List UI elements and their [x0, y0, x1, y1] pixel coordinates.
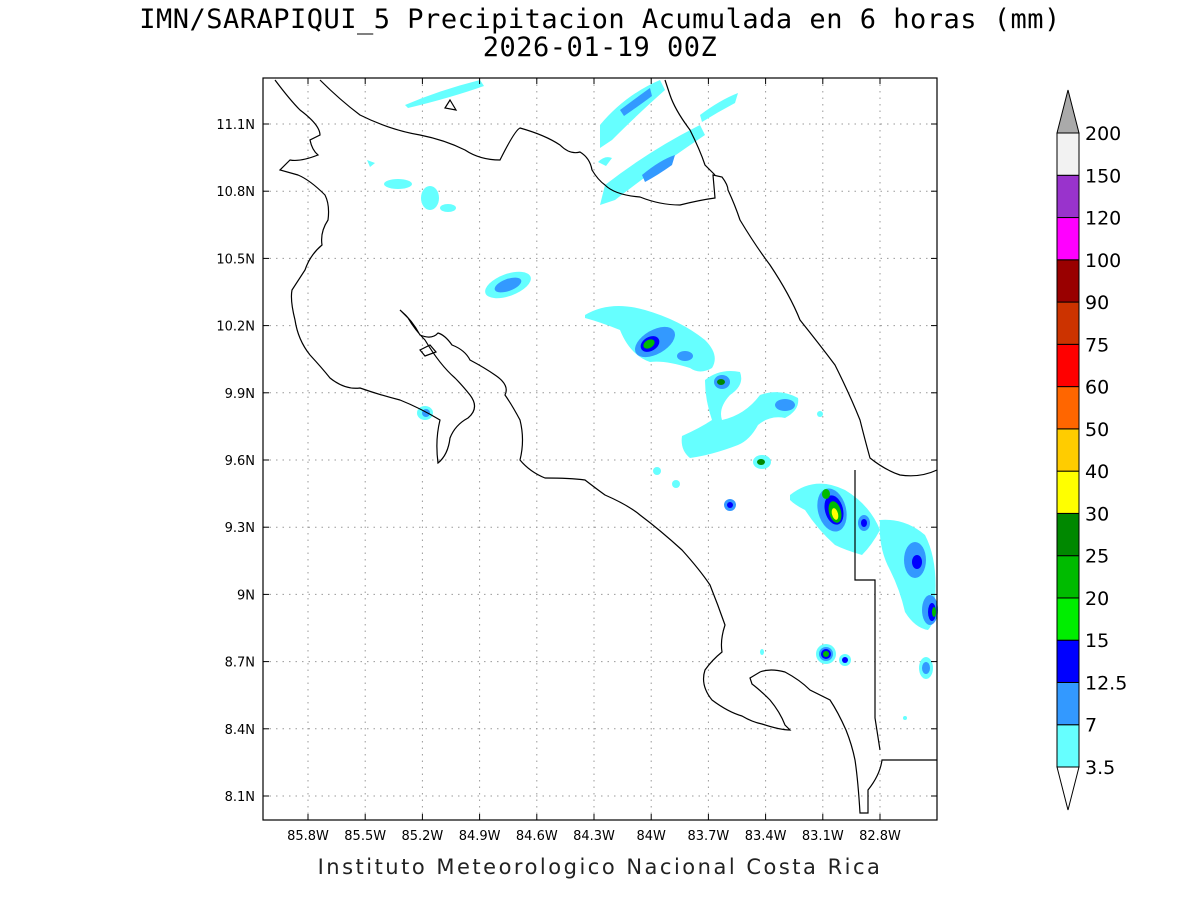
- rain-cell: [384, 179, 412, 189]
- rain-cell: [822, 489, 830, 499]
- rain-cell: [677, 351, 693, 361]
- lon-tick-label: 84.3W: [573, 829, 615, 844]
- coastline: [274, 79, 938, 814]
- colorbar-label: 150: [1085, 165, 1121, 187]
- colorbar-swatch: [1056, 259, 1080, 303]
- rain-cell: [922, 662, 930, 674]
- rain-cell: [903, 716, 907, 720]
- rain-cell: [727, 502, 733, 508]
- colorbar-swatch: [1056, 343, 1080, 388]
- lat-tick-label: 10.5N: [216, 252, 255, 267]
- colorbar-swatch: [1056, 724, 1080, 768]
- lon-tick-label: 85.5W: [344, 829, 386, 844]
- colorbar-label: 100: [1085, 250, 1121, 272]
- lon-tick-label: 85.2W: [401, 829, 443, 844]
- colorbar-label: 12.5: [1085, 672, 1127, 694]
- colorbar-label: 200: [1085, 123, 1121, 145]
- rain-band: [598, 157, 612, 166]
- colorbar-label: 3.5: [1085, 757, 1115, 779]
- lat-tick-label: 9N: [237, 588, 255, 603]
- colorbar-label: 75: [1085, 334, 1109, 356]
- rain-cell: [757, 459, 765, 465]
- rain-cell: [932, 607, 936, 617]
- colorbar-swatch: [1056, 301, 1080, 345]
- rain-cell: [672, 480, 680, 488]
- colorbar-label: 90: [1085, 292, 1109, 314]
- rain-cell: [831, 508, 839, 520]
- map-datetime: 2026-01-19 00Z: [482, 32, 718, 63]
- colorbar-swatch: [1056, 428, 1080, 472]
- colorbar-label: 20: [1085, 588, 1109, 610]
- map-title: IMN/SARAPIQUI_5 Precipitacion Acumulada …: [139, 4, 1061, 35]
- lat-tick-label: 8.7N: [225, 656, 255, 671]
- rain-cell: [842, 657, 848, 663]
- colorbar-label: 50: [1085, 419, 1109, 441]
- rain-band: [700, 93, 738, 122]
- lon-tick-label: 82.8W: [859, 829, 901, 844]
- rain-cell: [494, 277, 522, 293]
- rain-cell: [912, 555, 922, 569]
- colorbar-swatch: [1056, 555, 1080, 599]
- colorbar-swatch: [1056, 132, 1080, 176]
- colorbar-label: 40: [1085, 461, 1109, 483]
- rain-cell: [823, 651, 829, 657]
- colorbar-label: 25: [1085, 546, 1109, 568]
- rain-band: [681, 371, 799, 458]
- colorbar-swatch: [1056, 470, 1080, 514]
- colorbar-swatch: [1056, 512, 1080, 557]
- lat-tick-label: 8.4N: [225, 723, 255, 738]
- map-frame: [262, 77, 938, 821]
- colorbar: 3.5 7 12.5 15 20 25 30 40 50 60 75 90 100 120 150 200: [1056, 89, 1127, 811]
- lat-tick-label: 9.9N: [225, 387, 255, 402]
- colorbar-upper-arrow: [1056, 89, 1080, 134]
- colorbar-label: 30: [1085, 503, 1109, 525]
- lon-tick-label: 83.4W: [745, 829, 787, 844]
- lat-tick-label: 10.8N: [216, 185, 255, 200]
- rain-band: [600, 80, 665, 148]
- lat-tick-label: 8.1N: [225, 790, 255, 805]
- rain-cell: [817, 411, 823, 417]
- rain-cell: [440, 204, 456, 212]
- lon-tick-label: 84W: [636, 829, 666, 844]
- rain-band: [620, 88, 652, 116]
- colorbar-label: 15: [1085, 630, 1109, 652]
- rain-band: [367, 160, 375, 167]
- lat-tick-label: 9.6N: [225, 454, 255, 469]
- colorbar-swatch: [1056, 217, 1080, 261]
- precipitation-field: [367, 80, 938, 720]
- rain-cell: [643, 339, 655, 349]
- lon-tick-label: 84.9W: [459, 829, 501, 844]
- colorbar-swatch: [1056, 597, 1080, 641]
- colorbar-swatch: [1056, 639, 1080, 683]
- lon-tick-label: 85.8W: [287, 829, 329, 844]
- rain-band: [642, 155, 675, 182]
- lon-tick-label: 83.1W: [802, 829, 844, 844]
- lat-tick-label: 11.1N: [216, 118, 255, 133]
- colorbar-label: 7: [1085, 715, 1097, 737]
- institution-credit: Instituto Meteorologico Nacional Costa R…: [317, 855, 883, 879]
- lon-tick-label: 84.6W: [516, 829, 558, 844]
- colorbar-lower-arrow: [1056, 766, 1080, 811]
- colorbar-swatch: [1056, 174, 1080, 219]
- lon-tick-label: 83.7W: [687, 829, 729, 844]
- map-axes: 85.8W 85.5W 85.2W 84.9W 84.6W 84.3W 84W 83.7W 83…: [216, 78, 937, 844]
- rain-band: [600, 125, 705, 205]
- lat-tick-label: 10.2N: [216, 320, 255, 335]
- rain-cell: [717, 379, 725, 385]
- lat-tick-label: 9.3N: [225, 521, 255, 536]
- colorbar-swatch: [1056, 386, 1080, 430]
- rain-cell: [775, 399, 795, 411]
- rain-band: [405, 80, 484, 108]
- colorbar-label: 60: [1085, 377, 1109, 399]
- colorbar-swatch: [1056, 681, 1080, 726]
- rain-cell: [861, 519, 867, 527]
- rain-cell: [653, 467, 661, 475]
- rain-cell: [760, 649, 764, 655]
- rain-cell: [421, 186, 439, 210]
- colorbar-label: 120: [1085, 208, 1121, 230]
